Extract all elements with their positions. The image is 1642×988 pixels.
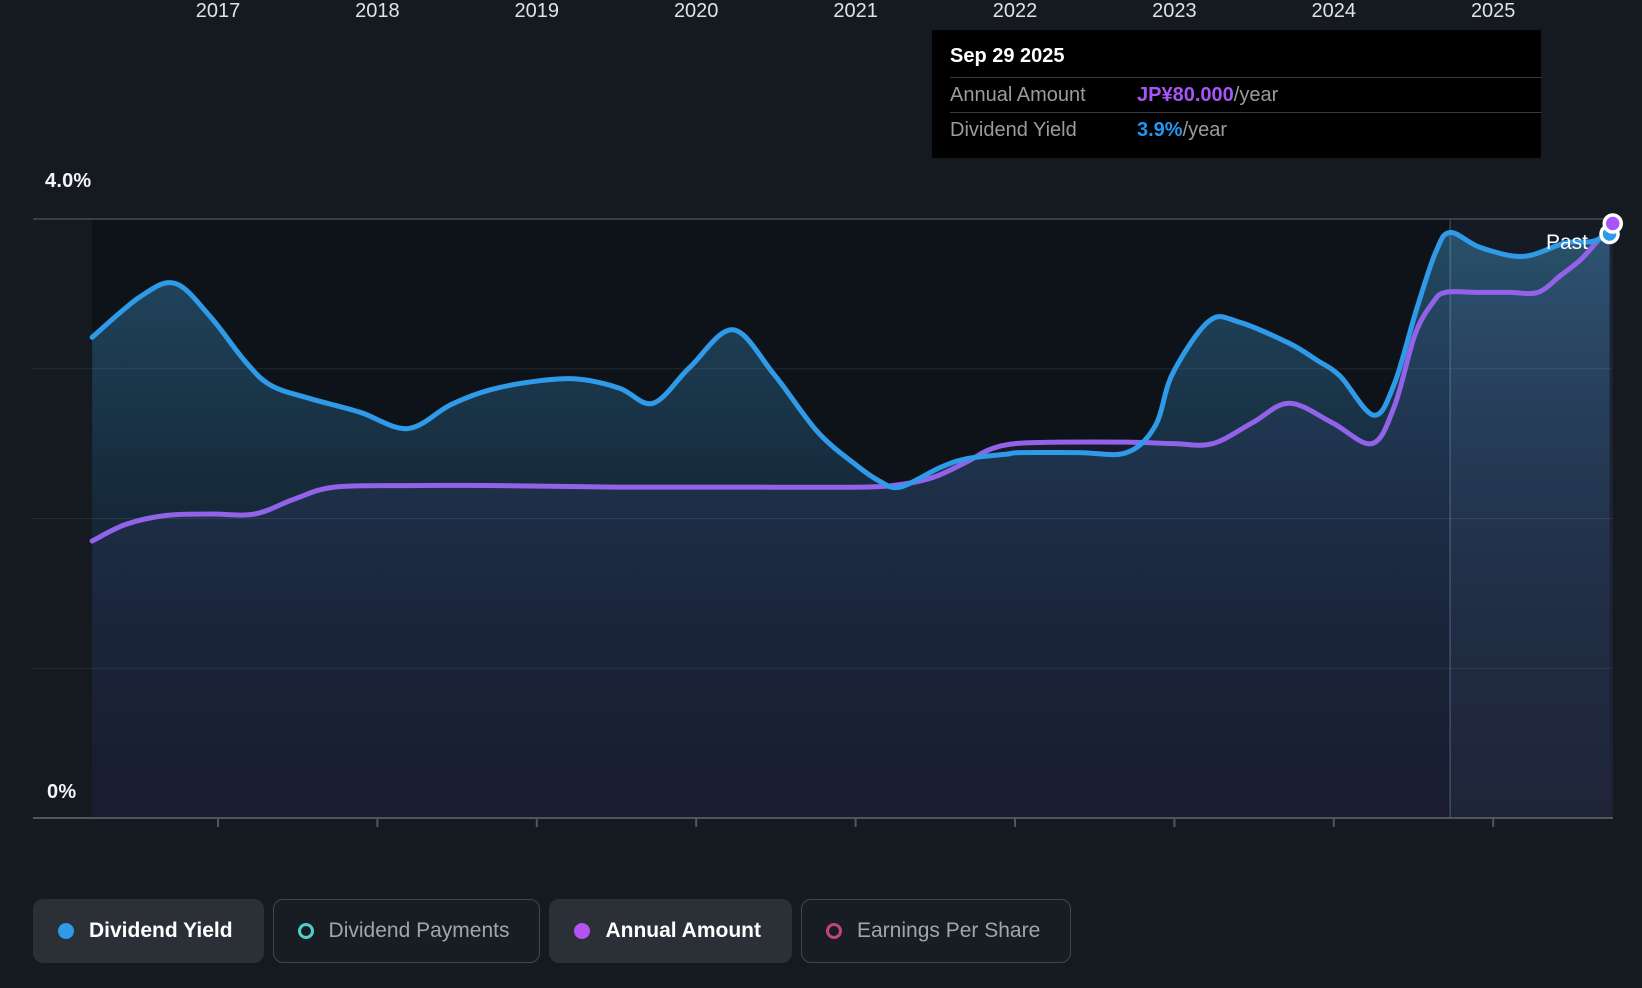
tooltip-row-dividend-yield: Dividend Yield 3.9% /year [950,112,1541,147]
tooltip-padding [932,147,1541,158]
dividend-payments-ring-icon [297,923,314,939]
past-region-band [1450,219,1613,818]
earnings-per-share-ring-icon [826,923,842,939]
legend-button-dividend-payments[interactable]: Dividend Payments [272,899,541,963]
x-axis: 2017 2018 2019 2020 2021 2022 2023 2024 2025 [0,0,1642,30]
dividend-yield-line [89,230,1613,491]
tooltip-row-annual-amount: Annual Amount JP¥80.000 /year [950,77,1541,112]
x-axis-label: 2019 [514,0,560,22]
tooltip-suffix: /year [1233,83,1279,106]
x-axis-label: 2024 [1311,0,1357,22]
x-axis-label: 2021 [833,0,878,22]
tooltip-suffix: /year [1182,118,1228,141]
y-axis-top-label: 4.0% [45,170,92,192]
annual-amount-line [89,221,1616,544]
chart-tooltip: Sep 29 2025 Annual Amount JP¥80.000 /yea… [932,30,1541,158]
tooltip-value: JP¥80.000 [1137,83,1234,106]
legend-label: Annual Amount [605,919,761,942]
x-axis-label: 2020 [673,0,719,22]
tooltip-label: Dividend Yield [950,118,1077,141]
x-axis-label: 2025 [1470,0,1516,22]
tooltip-label: Annual Amount [950,83,1086,106]
dividend-yield-dot-icon [58,923,74,939]
tooltip-value: 3.9% [1137,118,1183,141]
past-region-label: Past [1546,231,1589,254]
legend-button-annual-amount[interactable]: Annual Amount [549,899,792,963]
legend-button-dividend-yield[interactable]: Dividend Yield [33,899,264,963]
x-axis-label: 2017 [195,0,241,22]
legend-label: Dividend Payments [328,919,510,942]
latest-point-marker [1602,213,1623,234]
legend-label: Dividend Yield [89,919,233,942]
legend-label: Earnings Per Share [857,919,1041,942]
y-axis-bottom-label: 0% [47,781,77,803]
x-axis-label: 2022 [992,0,1038,22]
legend-button-earnings-per-share[interactable]: Earnings Per Share [801,899,1072,963]
annual-amount-dot-icon [574,923,591,939]
x-axis-label: 2018 [355,0,400,22]
x-axis-label: 2023 [1152,0,1197,22]
legend: Dividend Yield Dividend Payments Annual … [33,899,1072,963]
tooltip-date: Sep 29 2025 [950,45,1065,67]
dividend-yield-area [92,232,1610,818]
